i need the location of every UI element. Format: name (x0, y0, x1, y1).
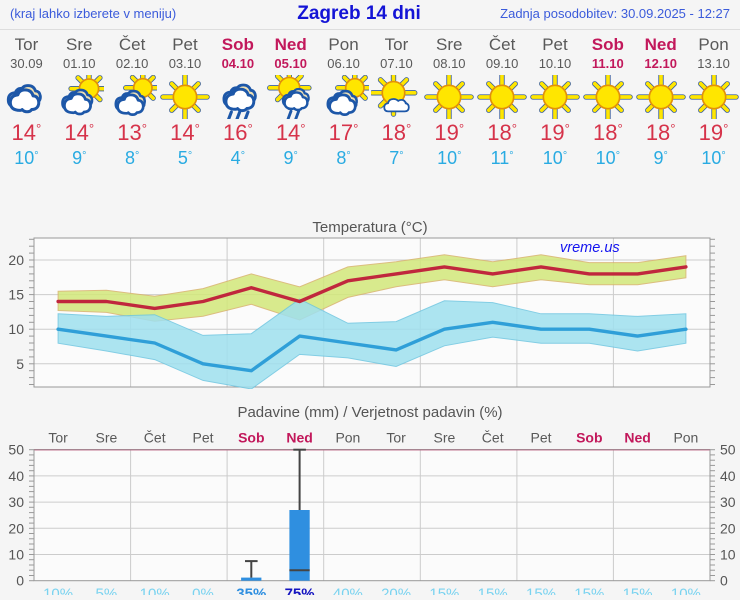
svg-text:20: 20 (8, 520, 24, 536)
svg-text:10: 10 (8, 321, 24, 337)
svg-text:30: 30 (8, 494, 24, 510)
svg-text:Pon: Pon (673, 430, 698, 446)
svg-text:Sre: Sre (96, 430, 118, 446)
svg-text:Pon: Pon (335, 430, 360, 446)
svg-text:15: 15 (8, 287, 24, 303)
svg-text:75%: 75% (285, 586, 315, 595)
svg-text:30: 30 (720, 494, 736, 510)
svg-text:10%: 10% (140, 586, 170, 595)
svg-text:Tor: Tor (48, 430, 68, 446)
svg-text:40: 40 (720, 468, 736, 484)
svg-text:0: 0 (16, 573, 24, 589)
svg-text:50: 50 (720, 442, 736, 458)
svg-text:10%: 10% (671, 586, 701, 595)
svg-text:15%: 15% (623, 586, 653, 595)
svg-text:Čet: Čet (482, 430, 504, 446)
svg-text:10: 10 (8, 547, 24, 563)
svg-text:15%: 15% (478, 586, 508, 595)
svg-text:Ned: Ned (624, 430, 650, 446)
svg-text:Sre: Sre (434, 430, 456, 446)
svg-text:5: 5 (16, 356, 24, 372)
svg-text:Tor: Tor (386, 430, 406, 446)
svg-text:Pet: Pet (192, 430, 213, 446)
svg-text:15%: 15% (429, 586, 459, 595)
svg-text:0%: 0% (192, 586, 214, 595)
svg-text:Sob: Sob (238, 430, 264, 446)
svg-text:35%: 35% (236, 586, 266, 595)
svg-text:vreme.us: vreme.us (560, 240, 620, 256)
svg-text:20%: 20% (381, 586, 411, 595)
svg-text:10%: 10% (43, 586, 73, 595)
svg-text:0: 0 (720, 573, 728, 589)
svg-text:20: 20 (720, 520, 736, 536)
svg-text:Pet: Pet (530, 430, 551, 446)
svg-text:40: 40 (8, 468, 24, 484)
svg-text:15%: 15% (574, 586, 604, 595)
svg-text:50: 50 (8, 442, 24, 458)
svg-text:5%: 5% (96, 586, 118, 595)
svg-text:Sob: Sob (576, 430, 602, 446)
svg-text:Čet: Čet (144, 430, 166, 446)
svg-text:40%: 40% (333, 586, 363, 595)
svg-text:15%: 15% (526, 586, 556, 595)
svg-text:Ned: Ned (286, 430, 312, 446)
svg-text:20: 20 (8, 252, 24, 268)
svg-text:10: 10 (720, 547, 736, 563)
